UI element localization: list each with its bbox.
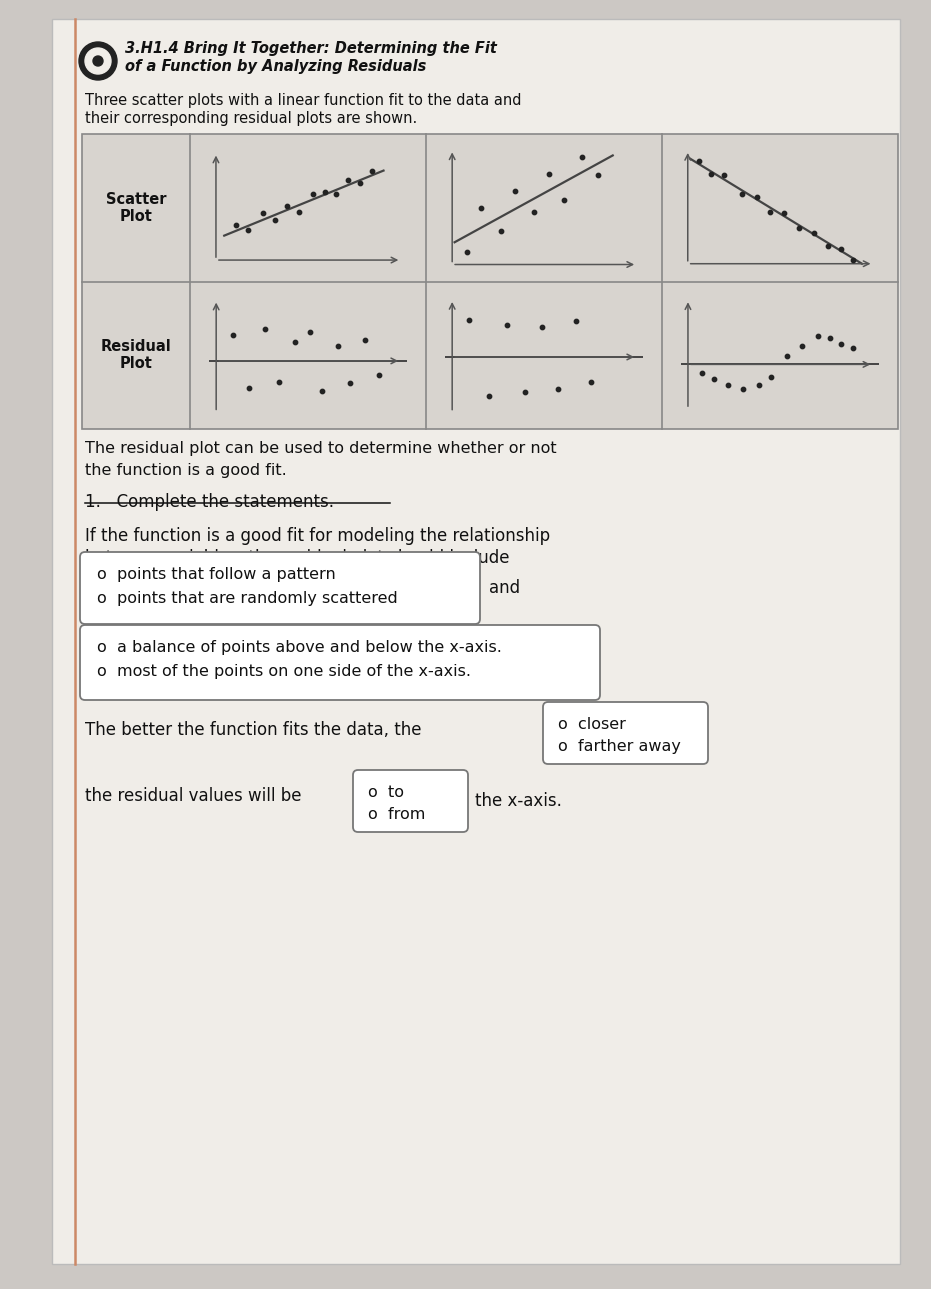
Text: between variables, the residual plot should include: between variables, the residual plot sho… [85, 549, 509, 567]
Point [257, 318, 272, 339]
Point [291, 202, 306, 223]
Point [474, 199, 489, 219]
Point [526, 202, 541, 223]
Point [703, 164, 718, 184]
Point [584, 373, 599, 393]
Circle shape [93, 55, 103, 66]
Point [481, 385, 496, 406]
Point [721, 374, 735, 394]
Point [749, 187, 764, 208]
Bar [82, 134, 898, 429]
FancyBboxPatch shape [543, 703, 708, 764]
Point [508, 180, 523, 201]
Text: o  points that follow a pattern: o points that follow a pattern [97, 567, 336, 583]
Text: o  closer: o closer [558, 717, 626, 732]
FancyBboxPatch shape [80, 625, 600, 700]
Point [574, 147, 589, 168]
Point [822, 327, 837, 348]
Point [329, 183, 344, 204]
Text: The residual plot can be used to determine whether or not: The residual plot can be used to determi… [85, 441, 557, 456]
Circle shape [85, 48, 111, 73]
Point [462, 309, 477, 330]
Text: o  a balance of points above and below the x-axis.: o a balance of points above and below th… [97, 641, 502, 655]
Point [358, 330, 372, 351]
Point [550, 379, 565, 400]
Point [317, 182, 332, 202]
Text: the residual values will be: the residual values will be [85, 788, 302, 806]
Point [557, 189, 572, 210]
Point [305, 183, 320, 204]
Point [569, 311, 584, 331]
Point [267, 210, 282, 231]
Text: of a Function by Analyzing Residuals: of a Function by Analyzing Residuals [125, 59, 426, 75]
Point [364, 161, 379, 182]
Point [353, 173, 368, 193]
Point [810, 326, 825, 347]
Text: 3.H1.4 Bring It Together: Determining the Fit: 3.H1.4 Bring It Together: Determining th… [125, 41, 497, 57]
Point [288, 331, 303, 352]
Text: Scatter
Plot: Scatter Plot [106, 192, 167, 224]
Point [493, 220, 508, 241]
Point [776, 202, 791, 223]
Point [371, 365, 386, 385]
Point [272, 371, 287, 392]
Point [695, 362, 709, 383]
Point [534, 317, 549, 338]
Text: 1.   Complete the statements.: 1. Complete the statements. [85, 492, 334, 510]
Text: and: and [489, 579, 520, 597]
Circle shape [79, 43, 117, 80]
Point [707, 369, 722, 389]
Text: o  points that are randomly scattered: o points that are randomly scattered [97, 590, 398, 606]
Point [459, 241, 474, 262]
Point [692, 151, 707, 171]
FancyBboxPatch shape [80, 552, 480, 624]
Point [735, 183, 749, 204]
Text: o  from: o from [368, 807, 425, 822]
Point [343, 373, 358, 393]
Point [791, 218, 806, 238]
Text: The better the function fits the data, the: The better the function fits the data, t… [85, 721, 422, 739]
Point [834, 238, 849, 259]
FancyBboxPatch shape [353, 770, 468, 831]
Point [736, 379, 751, 400]
Point [795, 336, 810, 357]
Text: If the function is a good fit for modeling the relationship: If the function is a good fit for modeli… [85, 527, 550, 545]
Point [341, 169, 356, 189]
Text: o  most of the points on one side of the x-axis.: o most of the points on one side of the … [97, 664, 471, 679]
Text: Residual
Plot: Residual Plot [101, 339, 171, 371]
Text: o  to: o to [368, 785, 404, 800]
Point [331, 336, 345, 357]
Point [225, 325, 240, 345]
Point [820, 236, 835, 257]
Point [499, 315, 514, 335]
Point [717, 165, 732, 186]
Point [229, 215, 244, 236]
Text: Three scatter plots with a linear function fit to the data and: Three scatter plots with a linear functi… [85, 93, 521, 108]
Point [590, 164, 605, 184]
Point [542, 164, 557, 184]
Point [845, 250, 860, 271]
Point [834, 334, 849, 354]
Point [763, 366, 778, 387]
Point [845, 338, 860, 358]
Point [779, 345, 794, 366]
Point [279, 196, 294, 217]
Text: the function is a good fit.: the function is a good fit. [85, 463, 287, 478]
Point [303, 322, 317, 343]
Text: their corresponding residual plots are shown.: their corresponding residual plots are s… [85, 111, 417, 126]
Text: o  farther away: o farther away [558, 739, 681, 754]
Point [518, 382, 533, 402]
Point [256, 202, 271, 223]
Point [806, 222, 821, 242]
Point [240, 220, 255, 241]
Point [751, 374, 766, 394]
Point [241, 378, 256, 398]
Text: the x-axis.: the x-axis. [475, 791, 562, 809]
Point [762, 201, 777, 222]
Point [315, 382, 330, 402]
